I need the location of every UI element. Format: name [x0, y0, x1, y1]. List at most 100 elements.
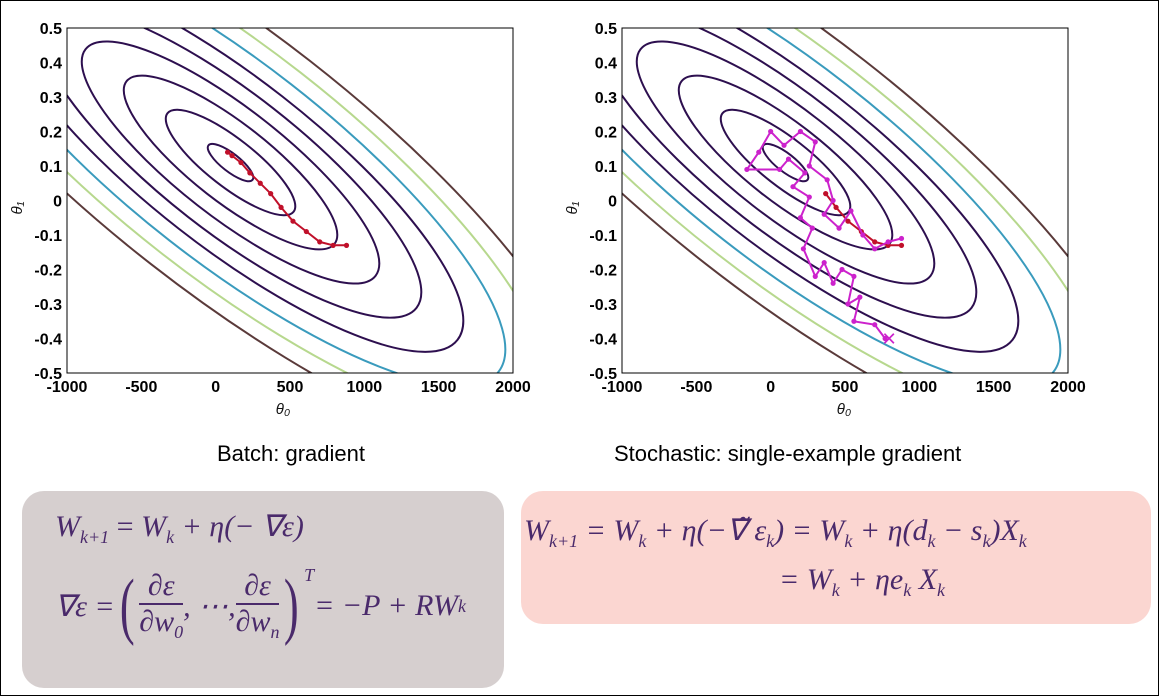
contour-line	[67, 28, 507, 373]
y-tick-label: -0.2	[589, 263, 617, 280]
descent-path-point	[756, 149, 762, 155]
stochastic-caption: Stochastic: single-example gradient	[614, 441, 962, 466]
descent-path-point	[882, 335, 888, 342]
descent-path-point	[268, 191, 274, 197]
descent-path-point	[812, 273, 818, 279]
batch-overlay-path-point	[833, 204, 839, 210]
descent-path-point	[317, 239, 323, 245]
descent-path-point	[343, 242, 350, 248]
descent-path-point	[821, 211, 827, 217]
descent-path-point	[776, 166, 783, 173]
y-tick-label: 0	[53, 194, 62, 211]
batch-update-equation: Wk+1 = Wk + η(− ∇ε)	[55, 510, 304, 547]
contour-line	[622, 28, 1068, 373]
descent-path-point	[303, 228, 309, 235]
descent-path-point	[885, 239, 891, 245]
descent-path-point	[224, 149, 231, 155]
descent-path-point	[851, 273, 857, 279]
y-tick-label: 0.4	[40, 56, 62, 73]
descent-path-point	[797, 128, 803, 135]
x-tick-label: 1500	[421, 379, 457, 396]
descent-path-point	[797, 215, 803, 221]
descent-path-point	[247, 170, 253, 176]
x-axis-label: θ₀	[837, 401, 851, 418]
y-tick-label: -0.2	[34, 263, 62, 280]
contour-line	[67, 28, 423, 319]
stochastic-update-equation: Wk+1 = Wk + η(−∇̃ εk) = Wk + η(dk − sk)X…	[524, 514, 1027, 551]
descent-path	[226, 151, 347, 247]
batch-caption: Batch: gradient	[217, 441, 365, 466]
batch-equation-box: Wk+1 = Wk + η(− ∇ε) ∇ε = ( ∂ε ∂w0 , ⋯, ∂…	[22, 491, 504, 688]
y-tick-label: 0	[608, 194, 617, 211]
descent-path-point	[768, 128, 774, 135]
batch-overlay-path-point	[898, 242, 905, 248]
descent-path-point	[824, 177, 830, 183]
descent-path-point	[836, 225, 842, 231]
descent-path-point	[845, 301, 851, 307]
y-tick-label: -0.3	[34, 297, 62, 314]
descent-path-point	[781, 142, 787, 148]
gradient-definition-equation: ∇ε = ( ∂ε ∂w0 , ⋯, ∂ε ∂wn ) T = −P + RW k	[55, 565, 466, 647]
x-tick-label: 500	[832, 379, 859, 396]
descent-path-point	[802, 170, 808, 176]
descent-path-point	[330, 242, 336, 248]
descent-path-point	[229, 153, 235, 159]
descent-path-point	[278, 204, 284, 210]
x-tick-label: 2000	[495, 379, 531, 396]
descent-path-point	[290, 218, 296, 224]
contour-line	[206, 142, 255, 183]
contour-line	[164, 108, 297, 217]
x-tick-label: -500	[125, 379, 157, 396]
stochastic-simplified-equation: = Wk + ηek Xk	[779, 563, 946, 600]
descent-path-point	[257, 180, 263, 186]
contour-line	[80, 40, 381, 285]
y-tick-label: -0.4	[34, 332, 62, 349]
contour-line	[67, 28, 513, 373]
x-tick-label: 2000	[1050, 379, 1086, 396]
descent-path-point	[812, 139, 818, 145]
y-axis-label: θ₁	[564, 201, 581, 214]
batch-contour-plot: -1000 -500 0 500 1000 1500 2000 0.5 0.4 0.3 0.2 0.…	[9, 21, 531, 418]
y-tick-label: 0.2	[595, 125, 617, 142]
descent-path-point	[830, 197, 836, 204]
end-marker: ×	[882, 326, 896, 353]
y-tick-label: 0.5	[595, 21, 617, 38]
x-axis-label: θ₀	[276, 401, 290, 418]
y-tick-label: -0.5	[34, 366, 62, 383]
y-tick-label: 0.3	[40, 90, 62, 107]
batch-overlay-path-point	[872, 239, 878, 245]
contour-line	[622, 28, 1068, 373]
descent-path-point	[830, 280, 836, 286]
descent-path-point	[872, 322, 878, 328]
descent-path	[744, 129, 902, 340]
y-tick-label: 0.1	[595, 159, 617, 176]
descent-path-point	[839, 266, 845, 273]
descent-path-point	[806, 163, 812, 169]
contour-line	[622, 28, 978, 319]
stochastic-equation-box: Wk+1 = Wk + η(−∇̃ εk) = Wk + η(dk − sk)X…	[521, 491, 1151, 624]
descent-path-point	[860, 232, 866, 238]
descent-path-point	[800, 246, 806, 252]
y-tick-label: -0.5	[589, 366, 617, 383]
descent-path-point	[790, 184, 796, 190]
y-axis-label: θ₁	[9, 201, 26, 214]
descent-path-point	[821, 260, 827, 266]
x-tick-label: 0	[766, 379, 775, 396]
x-tick-label: 500	[277, 379, 304, 396]
descent-path-point	[848, 208, 854, 214]
descent-path-point	[872, 246, 878, 252]
contour-line	[622, 28, 1020, 353]
contour-line	[67, 28, 465, 353]
x-tick-label: -1000	[47, 379, 88, 396]
x-tick-label: 1500	[976, 379, 1012, 396]
batch-overlay-path-point	[845, 218, 851, 224]
descent-path-point	[851, 318, 857, 324]
x-tick-label: 1000	[347, 379, 383, 396]
contour-line	[635, 40, 936, 285]
y-tick-label: 0.1	[40, 159, 62, 176]
stochastic-contour-plot: × -1000 -500 0 500 1000 1500 2000 0.5 0.4 0.3 0.2…	[564, 21, 1086, 418]
x-tick-label: -1000	[602, 379, 643, 396]
descent-path-point	[744, 166, 750, 173]
x-tick-label: 1000	[902, 379, 938, 396]
